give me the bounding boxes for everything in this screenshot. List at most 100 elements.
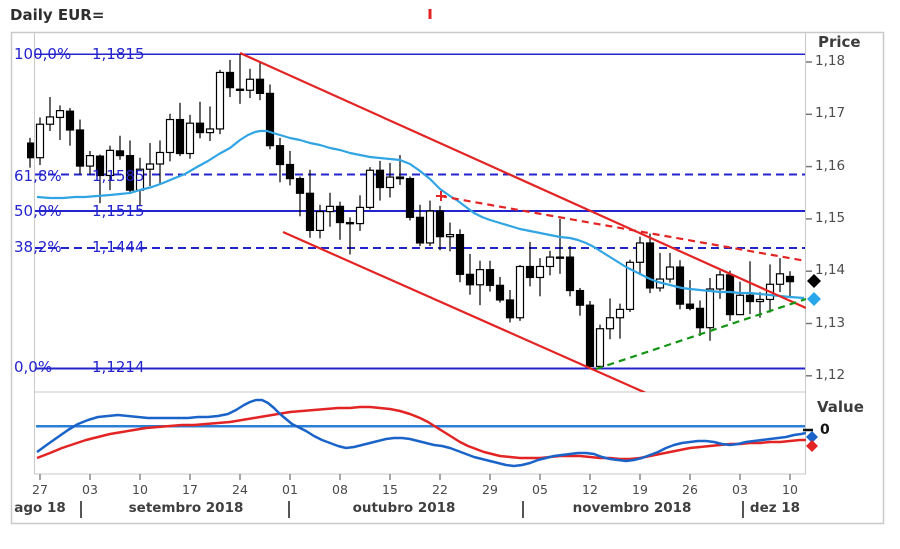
- candle[interactable]: [115, 135, 125, 160]
- candles-layer[interactable]: [27, 54, 795, 369]
- candle-body-down: [175, 118, 185, 155]
- candle[interactable]: [455, 229, 465, 283]
- candle[interactable]: [125, 140, 135, 193]
- candle[interactable]: [775, 258, 785, 293]
- candle-body-down: [465, 273, 475, 286]
- candle-body-down: [695, 307, 705, 329]
- top-edge-tick: [428, 9, 432, 19]
- candle[interactable]: [175, 102, 185, 157]
- candle[interactable]: [355, 195, 365, 231]
- candle[interactable]: [275, 137, 285, 183]
- candle[interactable]: [305, 169, 315, 238]
- candle-body-down: [335, 205, 345, 224]
- candle[interactable]: [65, 108, 75, 146]
- candle[interactable]: [615, 303, 625, 339]
- candle-body-down: [235, 88, 245, 91]
- candle[interactable]: [105, 145, 115, 191]
- candle[interactable]: [535, 258, 545, 297]
- candle[interactable]: [225, 59, 235, 98]
- candle[interactable]: [195, 101, 205, 139]
- candle[interactable]: [595, 324, 605, 368]
- candle[interactable]: [435, 205, 445, 251]
- candle[interactable]: [85, 150, 95, 175]
- candle[interactable]: [655, 252, 665, 292]
- candle[interactable]: [385, 162, 395, 198]
- candle[interactable]: [525, 241, 535, 287]
- candle[interactable]: [745, 261, 755, 315]
- candle-body-down: [285, 163, 295, 180]
- candle[interactable]: [645, 233, 655, 294]
- candle[interactable]: [295, 176, 305, 217]
- candle-body-down: [265, 92, 275, 147]
- candle[interactable]: [285, 150, 295, 186]
- candle[interactable]: [415, 204, 425, 247]
- candle[interactable]: [55, 105, 65, 140]
- candle[interactable]: [75, 119, 85, 175]
- candle[interactable]: [155, 140, 165, 185]
- fib-pct-label: 61,8%: [14, 167, 62, 185]
- fib-pct-label: 38,2%: [14, 238, 62, 256]
- candle-body-up: [215, 71, 225, 130]
- candle[interactable]: [675, 260, 685, 310]
- candle[interactable]: [575, 287, 585, 316]
- candle-body-up: [755, 298, 765, 303]
- candle[interactable]: [735, 281, 745, 316]
- candle[interactable]: [555, 218, 565, 274]
- candle[interactable]: [695, 300, 705, 337]
- candle[interactable]: [485, 260, 495, 292]
- candle[interactable]: [465, 253, 475, 295]
- candle[interactable]: [265, 84, 275, 150]
- candle[interactable]: [785, 271, 795, 298]
- candle[interactable]: [215, 69, 225, 135]
- candle[interactable]: [35, 117, 45, 166]
- fib-price-label: 1,1444: [92, 238, 145, 256]
- candle-body-up: [45, 116, 55, 125]
- candle[interactable]: [335, 201, 345, 240]
- candle[interactable]: [185, 114, 195, 159]
- candle[interactable]: [565, 246, 575, 297]
- candle[interactable]: [405, 176, 415, 221]
- candle[interactable]: [315, 204, 325, 239]
- candle[interactable]: [27, 137, 35, 168]
- candle[interactable]: [255, 63, 265, 101]
- candle-body-down: [565, 256, 575, 292]
- candle[interactable]: [425, 200, 435, 247]
- candle-body-up: [555, 256, 565, 259]
- candle[interactable]: [715, 270, 725, 299]
- candle[interactable]: [515, 264, 525, 321]
- candle[interactable]: [475, 260, 485, 306]
- candle[interactable]: [245, 68, 255, 99]
- candle-body-up: [245, 78, 255, 91]
- candle[interactable]: [345, 217, 355, 255]
- candle[interactable]: [375, 160, 385, 201]
- candle[interactable]: [545, 250, 555, 276]
- candle-body-up: [155, 151, 165, 165]
- candle[interactable]: [495, 276, 505, 303]
- date-tick-label: 17: [182, 482, 198, 497]
- candle[interactable]: [635, 236, 645, 275]
- candle[interactable]: [505, 290, 515, 323]
- candle[interactable]: [685, 280, 695, 311]
- candle[interactable]: [205, 106, 215, 141]
- candle[interactable]: [585, 301, 595, 369]
- candle[interactable]: [765, 264, 775, 313]
- candle[interactable]: [45, 97, 55, 132]
- candle[interactable]: [365, 167, 375, 210]
- candle-body-down: [645, 242, 655, 289]
- candle-body-down: [785, 275, 795, 283]
- candle[interactable]: [725, 270, 735, 321]
- candle[interactable]: [445, 222, 455, 252]
- indicator-red-line: [36, 405, 806, 461]
- fib-price-label: 1,1214: [92, 358, 145, 376]
- candle[interactable]: [605, 298, 615, 340]
- candle[interactable]: [235, 54, 245, 104]
- candle-body-up: [325, 205, 335, 213]
- candle[interactable]: [165, 113, 175, 162]
- candle[interactable]: [325, 192, 335, 227]
- channel-bottom: [282, 230, 647, 392]
- candle[interactable]: [665, 252, 675, 283]
- candle[interactable]: [145, 143, 155, 186]
- price-axis-title: Price: [818, 33, 861, 51]
